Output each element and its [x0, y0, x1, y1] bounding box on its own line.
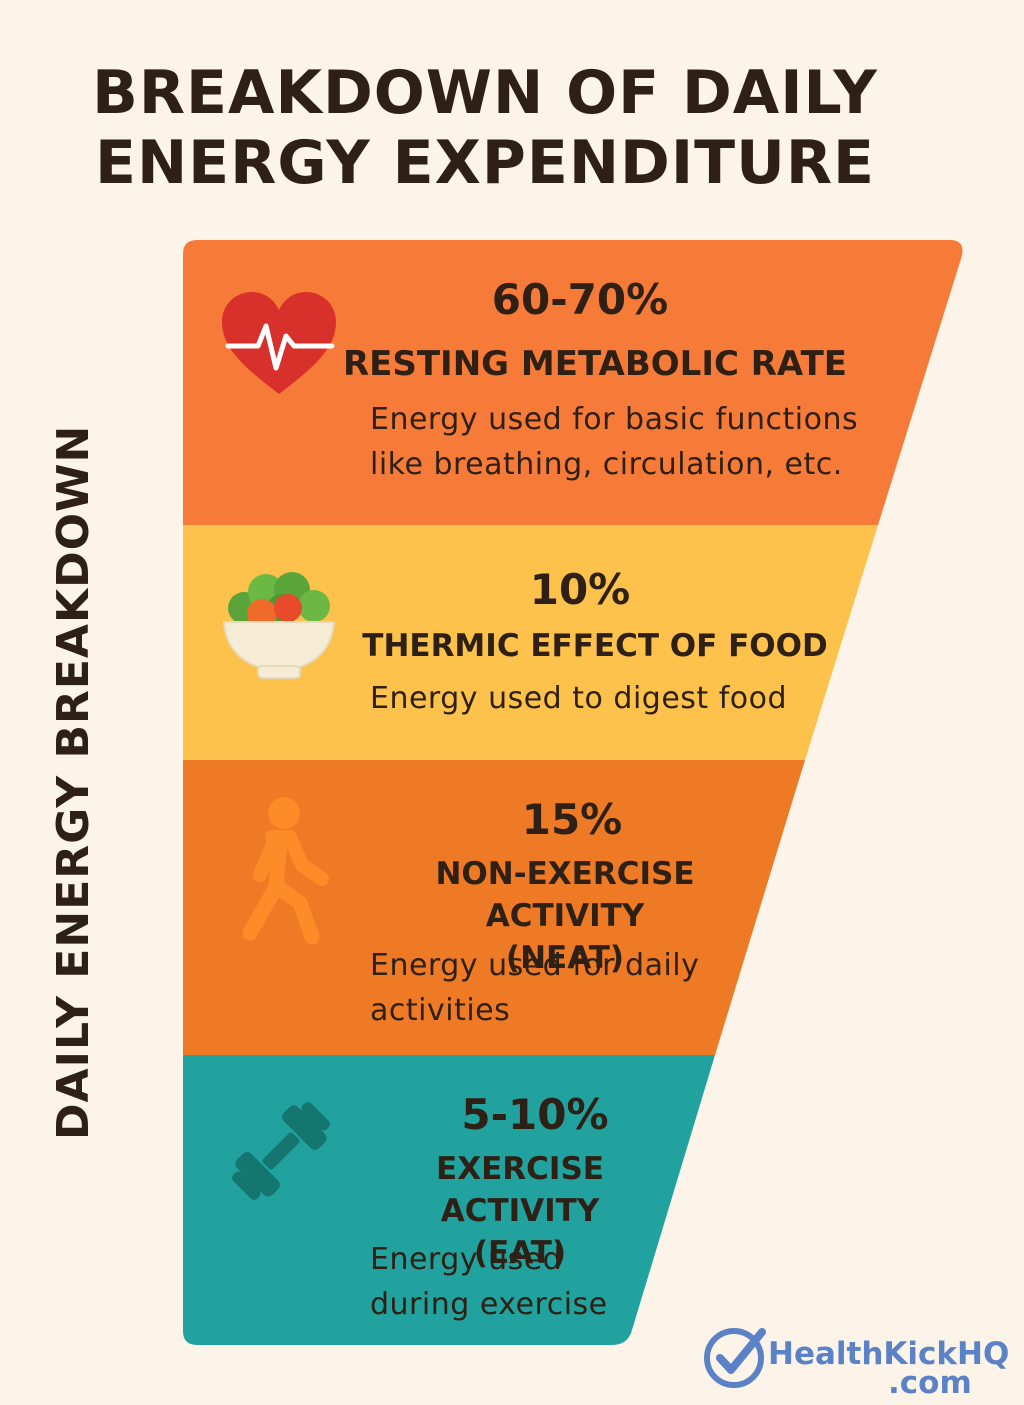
eat-name: EXERCISE ACTIVITY (EAT)	[360, 1148, 680, 1274]
title-line-2: ENERGY EXPENDITURE	[94, 128, 876, 198]
tef-description: Energy used to digest food	[370, 676, 787, 721]
eat-desc-line-1: Energy used	[370, 1242, 563, 1277]
logo-domain: .com	[888, 1365, 972, 1401]
salad-bowl-icon	[222, 572, 336, 679]
neat-description: Energy used for daily activities	[370, 943, 699, 1033]
rmr-percent: 60-70%	[491, 275, 669, 324]
band-tef	[183, 525, 878, 760]
tef-name: THERMIC EFFECT OF FOOD	[362, 628, 828, 664]
page-title: BREAKDOWN OF DAILY ENERGY EXPENDITURE	[0, 58, 970, 198]
tef-desc-line-1: Energy used to digest food	[370, 681, 788, 716]
eat-percent: 5-10%	[461, 1090, 609, 1139]
band-rmr	[183, 240, 963, 525]
dumbbell-icon	[232, 1102, 330, 1200]
eat-name-line-1: EXERCISE ACTIVITY	[436, 1151, 604, 1229]
eat-desc-line-2: during exercise	[370, 1287, 608, 1322]
logo-name: HealthKickHQ	[768, 1336, 1010, 1372]
eat-description: Energy used during exercise	[370, 1237, 608, 1327]
walking-person-icon	[242, 797, 329, 945]
rmr-desc-line-2: like breathing, circulation, etc.	[370, 447, 843, 482]
band-neat	[183, 760, 805, 1055]
neat-name-line-2: (NEAT)	[505, 940, 625, 976]
rmr-description: Energy used for basic functions like bre…	[370, 397, 858, 487]
neat-name-line-1: NON-EXERCISE ACTIVITY	[435, 856, 695, 934]
tef-percent: 10%	[529, 565, 631, 614]
eat-name-line-2: (EAT)	[473, 1235, 567, 1271]
rmr-name: RESTING METABOLIC RATE	[342, 344, 848, 384]
checkmark-logo-icon	[704, 1328, 766, 1388]
neat-name: NON-EXERCISE ACTIVITY (NEAT)	[360, 853, 770, 979]
heart-pulse-icon	[222, 292, 336, 394]
neat-desc-line-2: activities	[370, 993, 511, 1028]
rmr-desc-line-1: Energy used for basic functions	[370, 402, 859, 437]
title-line-1: BREAKDOWN OF DAILY	[92, 58, 878, 128]
neat-percent: 15%	[521, 795, 623, 844]
neat-desc-line-1: Energy used for daily	[370, 948, 700, 983]
